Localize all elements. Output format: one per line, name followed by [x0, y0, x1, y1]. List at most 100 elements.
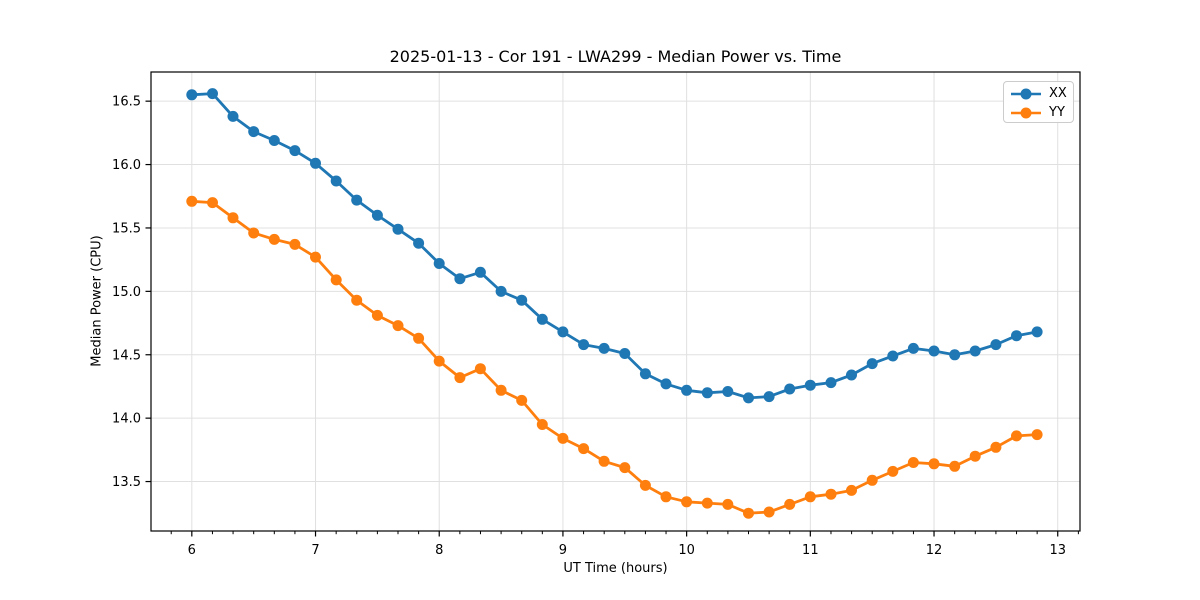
x-tick-label: 8: [435, 543, 443, 558]
axes-spines: [150, 71, 1081, 532]
series-yy-marker: [743, 507, 754, 519]
series-xx-marker: [660, 378, 672, 390]
series-xx-marker: [681, 384, 693, 396]
series-yy-marker: [969, 450, 981, 462]
series-xx-marker: [268, 135, 280, 146]
series-xx-marker: [248, 126, 260, 138]
series-yy-marker: [660, 491, 672, 503]
series-xx-marker: [969, 345, 981, 357]
series-yy-marker: [763, 506, 775, 518]
series-xx-marker: [598, 342, 610, 354]
legend-swatch-yy-icon: [1011, 107, 1041, 118]
series-yy-marker: [371, 309, 383, 321]
x-tick-label: 7: [311, 543, 319, 558]
series-xx-marker: [804, 379, 816, 391]
series-xx-marker: [825, 377, 837, 389]
y-axis-label: Median Power (CPU): [89, 235, 105, 367]
series-yy-marker: [310, 251, 321, 263]
series-xx-marker: [516, 294, 528, 306]
x-tick-label: 9: [559, 543, 567, 558]
series-yy-marker: [248, 227, 260, 239]
series-xx-marker: [743, 392, 754, 404]
y-tick-label: 15.0: [112, 285, 141, 300]
series-yy-marker: [722, 498, 734, 510]
series-yy-marker: [433, 355, 445, 367]
series-yy-marker: [928, 458, 940, 470]
series-yy-marker: [639, 479, 651, 491]
series-xx-marker: [619, 348, 631, 359]
series-yy-marker: [887, 465, 899, 477]
series-xx-marker: [701, 387, 713, 399]
series-xx-marker: [1011, 330, 1022, 342]
series-yy-marker: [351, 294, 363, 306]
series-xx-marker: [474, 266, 486, 278]
x-tick-label: 6: [188, 543, 196, 558]
x-axis-label: UT Time (hours): [563, 561, 668, 576]
series-yy-marker: [784, 498, 796, 510]
x-tick-label: 12: [926, 543, 943, 558]
series-xx-marker: [928, 345, 940, 357]
series-yy-marker: [949, 460, 961, 472]
series-yy-marker: [681, 496, 693, 508]
series-yy-marker: [1031, 429, 1043, 441]
series-yy-marker: [619, 462, 631, 474]
series-yy-marker: [598, 455, 610, 467]
series-yy-marker: [330, 274, 342, 286]
series-yy-marker: [1011, 430, 1022, 442]
y-tick-label: 14.0: [112, 412, 141, 427]
series-xx-marker: [392, 223, 404, 235]
series-yy-marker: [516, 394, 528, 406]
series-xx-marker: [639, 368, 651, 380]
series-xx-marker: [227, 110, 239, 122]
legend-item-yy: YY: [1009, 103, 1073, 122]
series-xx-marker: [454, 273, 466, 285]
series-xx-marker: [433, 258, 445, 269]
y-tick-label: 14.5: [112, 348, 141, 363]
series-yy-marker: [846, 484, 857, 496]
series-yy-marker: [495, 384, 507, 396]
series-yy-marker: [866, 474, 878, 486]
series-xx-marker: [371, 209, 383, 221]
series-xx-marker: [536, 313, 548, 325]
series-yy-marker: [701, 497, 713, 509]
series-yy-marker: [907, 457, 919, 468]
series-xx-marker: [784, 383, 796, 395]
series-xx-marker: [1031, 326, 1043, 338]
legend: XX YY: [1003, 81, 1074, 123]
legend-swatch-xx-icon: [1011, 88, 1041, 99]
series-xx-marker: [207, 88, 218, 100]
series-yy-marker: [578, 443, 590, 455]
chart-title: 2025-01-13 - Cor 191 - LWA299 - Median P…: [389, 47, 842, 66]
series-yy-marker: [227, 212, 239, 224]
series-yy-marker: [990, 441, 1002, 453]
legend-label-yy: YY: [1049, 105, 1065, 120]
series-xx-marker: [887, 350, 899, 362]
x-tick-label: 10: [678, 543, 695, 558]
series-yy-marker: [289, 238, 301, 250]
series-yy-marker: [207, 197, 218, 209]
series-yy-marker: [557, 432, 569, 444]
series-yy-marker: [454, 372, 466, 384]
series-yy-marker: [392, 320, 404, 332]
series-xx-marker: [907, 342, 919, 354]
series-yy-marker: [268, 233, 280, 245]
x-tick-label: 13: [1049, 543, 1066, 558]
series-xx-marker: [413, 237, 425, 249]
series-yy-marker: [474, 363, 486, 375]
series-xx-marker: [846, 369, 857, 381]
series-xx-marker: [495, 285, 507, 297]
legend-label-xx: XX: [1049, 86, 1067, 101]
series-xx-marker: [763, 391, 775, 403]
series-xx-marker: [990, 339, 1002, 351]
x-tick-label: 11: [802, 543, 819, 558]
series-xx-marker: [289, 145, 301, 157]
series-yy-marker: [536, 419, 548, 430]
series-xx-marker: [330, 175, 342, 187]
y-tick-label: 16.5: [112, 95, 141, 110]
series-xx-marker: [949, 349, 961, 361]
y-tick-label: 15.5: [112, 221, 141, 236]
series-xx-marker: [578, 339, 590, 351]
